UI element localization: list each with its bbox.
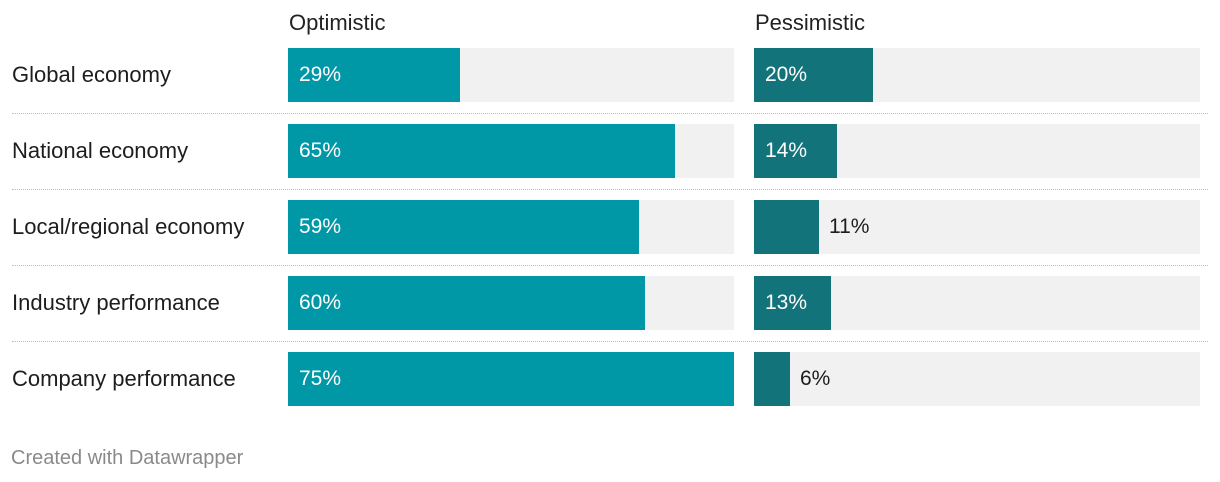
row-separator <box>12 113 1208 114</box>
row-separator <box>12 189 1208 190</box>
row-label-local-regional-economy: Local/regional economy <box>12 214 245 239</box>
row-label-industry-performance: Industry performance <box>12 290 220 315</box>
row-separator <box>12 265 1208 266</box>
column-header-pessimistic: Pessimistic <box>755 10 866 35</box>
value-label-optimistic-local-regional-economy: 59% <box>299 215 342 238</box>
bar-optimistic-national-economy <box>288 124 675 178</box>
row-label-global-economy: Global economy <box>12 62 171 87</box>
bar-chart: Optimistic Pessimistic Global economy 29% 20… <box>12 10 1208 406</box>
bar-optimistic-industry-performance <box>288 276 645 330</box>
bar-background-pessimistic <box>754 200 1200 254</box>
value-label-pessimistic-global-economy: 20% <box>765 63 808 86</box>
footer-credit: Created with Datawrapper <box>11 447 244 469</box>
row-label-company-performance: Company performance <box>12 366 236 391</box>
bar-pessimistic-company-performance <box>754 352 790 406</box>
bar-optimistic-global-economy <box>288 48 460 102</box>
value-label-optimistic-national-economy: 65% <box>299 139 342 162</box>
bar-pessimistic-local-regional-economy <box>754 200 819 254</box>
value-label-pessimistic-local-regional-economy: 11% <box>829 215 870 238</box>
bar-optimistic-local-regional-economy <box>288 200 639 254</box>
column-header-optimistic: Optimistic <box>289 10 386 35</box>
row-label-national-economy: National economy <box>12 138 189 163</box>
value-label-optimistic-company-performance: 75% <box>299 367 342 390</box>
bar-pessimistic-national-economy <box>754 124 837 178</box>
bar-pessimistic-industry-performance <box>754 276 831 330</box>
bar-background-pessimistic <box>754 352 1200 406</box>
value-label-optimistic-industry-performance: 60% <box>299 291 342 314</box>
value-label-pessimistic-national-economy: 14% <box>765 139 808 162</box>
value-label-pessimistic-company-performance: 6% <box>800 367 831 390</box>
row-separator <box>12 341 1208 342</box>
value-label-optimistic-global-economy: 29% <box>299 63 342 86</box>
value-label-pessimistic-industry-performance: 13% <box>765 291 808 314</box>
bar-pessimistic-global-economy <box>754 48 873 102</box>
bar-optimistic-company-performance <box>288 352 734 406</box>
